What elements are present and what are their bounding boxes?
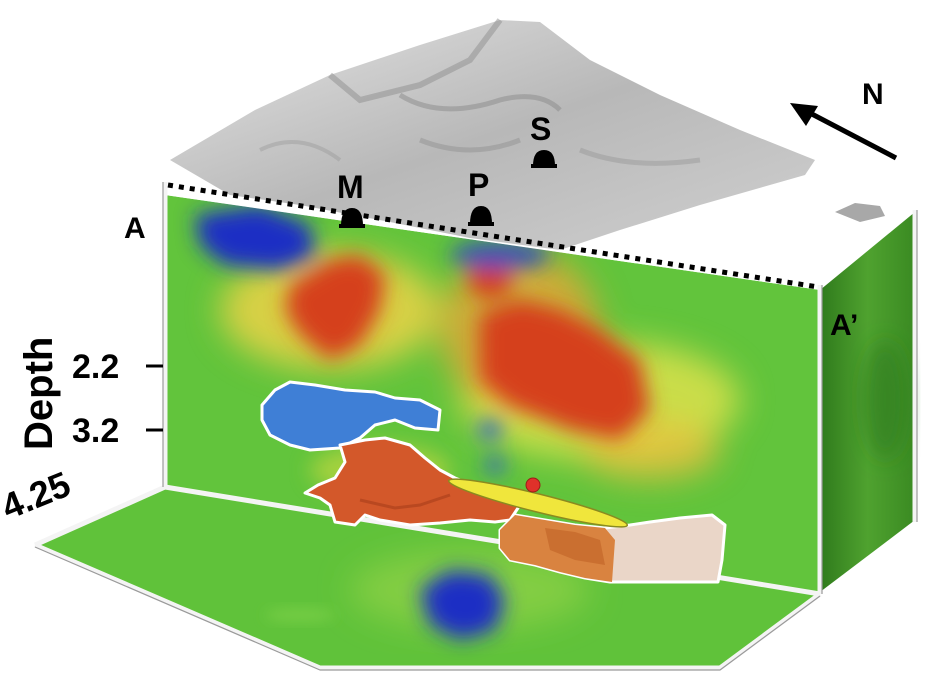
depth-tick-label: 2.2 <box>72 348 119 386</box>
light-blue-body <box>260 380 442 452</box>
station-marker-s <box>531 150 557 168</box>
floor-section-panel <box>35 485 820 668</box>
depth-tick-label: 4.25 <box>0 463 76 527</box>
section-label-a: A <box>124 212 146 245</box>
station-marker-m <box>339 208 365 228</box>
terrain-surface <box>170 18 885 250</box>
depth-ticks <box>146 364 163 432</box>
station-label-m: M <box>337 169 364 205</box>
section-label-a-prime: A’ <box>830 309 858 342</box>
side-section-panel <box>820 212 915 592</box>
orange-pale-body <box>498 513 727 584</box>
red-point-marker <box>525 477 541 493</box>
north-arrow-icon <box>790 103 898 161</box>
block-frame-outline <box>34 182 918 671</box>
depth-axis-title: Depth <box>17 337 61 450</box>
orange-body <box>303 436 522 527</box>
station-label-s: S <box>530 111 551 147</box>
yellow-plane-marker <box>447 478 629 528</box>
depth-tick-label: 3.2 <box>72 412 119 450</box>
station-marker-p <box>468 206 494 226</box>
north-label: N <box>862 78 884 111</box>
station-label-p: P <box>468 167 489 203</box>
